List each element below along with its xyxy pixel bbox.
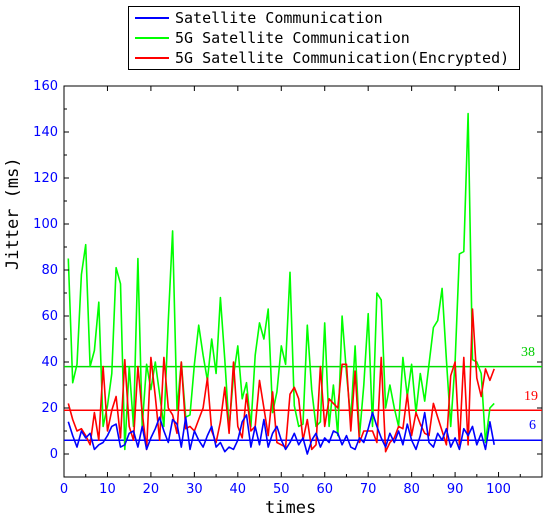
- ref-label-38: 38: [521, 345, 535, 360]
- y-axis-title: Jitter (ms): [3, 157, 23, 270]
- y-tick-label: 140: [33, 125, 58, 140]
- y-tick-label: 60: [41, 309, 58, 324]
- series-line-2: [67, 308, 495, 453]
- x-tick-label: 90: [447, 482, 464, 497]
- y-axis-ticks: 0 20 40 60 80 100 120 140 160: [33, 79, 542, 462]
- x-tick-label: 10: [99, 482, 116, 497]
- y-tick-label: 100: [33, 217, 58, 232]
- legend-item-5g-encrypted: 5G Satellite Communication(Encrypted): [129, 48, 519, 68]
- x-tick-label: 50: [273, 482, 290, 497]
- y-tick-label: 0: [50, 447, 58, 462]
- legend-item-satellite: Satellite Communication: [129, 8, 519, 28]
- ref-label-19: 19: [524, 389, 538, 404]
- legend-swatch-satellite: [135, 17, 169, 19]
- x-tick-label: 20: [143, 482, 160, 497]
- x-tick-label: 70: [360, 482, 377, 497]
- x-axis-ticks: 0 10 20 30 40 50 60 70 80 90 100: [60, 86, 521, 497]
- ref-label-6: 6: [529, 418, 536, 433]
- series-line-1: [67, 112, 495, 451]
- legend-swatch-5g: [135, 37, 169, 39]
- x-tick-label: 100: [486, 482, 511, 497]
- x-tick-label: 30: [186, 482, 203, 497]
- y-tick-label: 20: [41, 401, 58, 416]
- legend-label-satellite: Satellite Communication: [175, 9, 383, 27]
- x-axis-title: times: [265, 498, 317, 518]
- series-lines: [67, 112, 495, 455]
- x-tick-label: 40: [230, 482, 247, 497]
- legend-item-5g: 5G Satellite Communication: [129, 28, 519, 48]
- y-tick-label: 80: [41, 263, 58, 278]
- y-tick-label: 40: [41, 355, 58, 370]
- series-line-0: [67, 411, 495, 455]
- x-tick-label: 60: [316, 482, 333, 497]
- x-tick-label: 0: [60, 482, 68, 497]
- y-tick-label: 120: [33, 171, 58, 186]
- legend-swatch-5g-encrypted: [135, 57, 169, 59]
- legend-label-5g-encrypted: 5G Satellite Communication(Encrypted): [175, 49, 510, 67]
- legend-label-5g: 5G Satellite Communication: [175, 29, 410, 47]
- x-tick-label: 80: [403, 482, 420, 497]
- y-tick-label: 160: [33, 79, 58, 94]
- legend: Satellite Communication 5G Satellite Com…: [128, 6, 520, 70]
